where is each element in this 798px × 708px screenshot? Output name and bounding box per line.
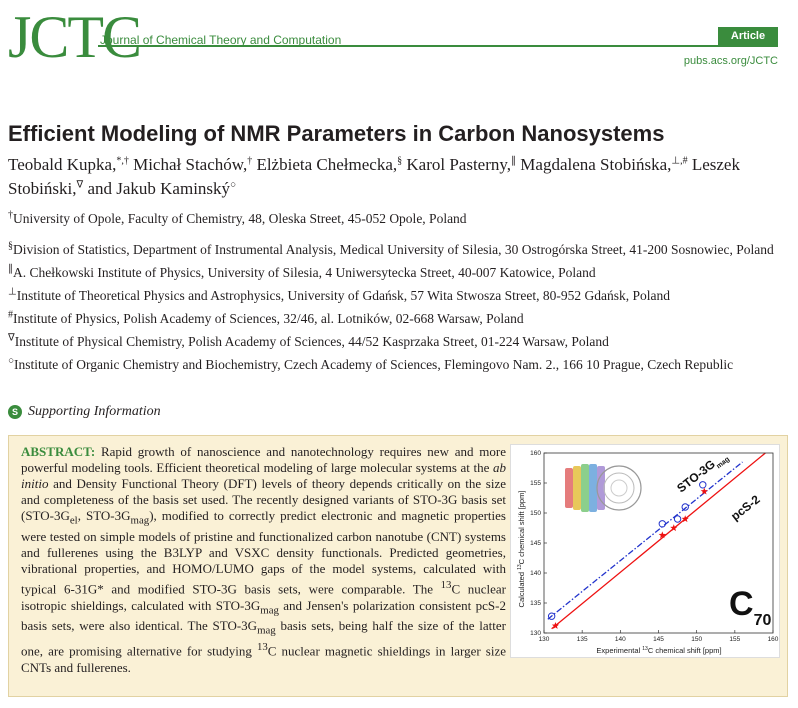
author[interactable]: Elżbieta Chełmecka,§ [256, 155, 403, 174]
author[interactable]: and Jakub Kaminský○ [87, 179, 237, 198]
chemical-shift-chart: 130 135 140 145 150 155 160 130 135 140 145 150 155 1… [517, 448, 779, 655]
article-type-badge: Article [718, 27, 778, 45]
affiliation: ⊥Institute of Theoretical Physics and As… [8, 286, 670, 303]
fit-line-series-1 [551, 452, 766, 630]
journal-name: Journal of Chemical Theory and Computati… [100, 33, 342, 47]
y-tick-label: 130 [530, 630, 541, 637]
header-rule [98, 45, 778, 47]
affiliation: §Division of Statistics, Department of I… [8, 240, 774, 257]
data-point-circle [658, 520, 667, 528]
abstract-text: ABSTRACT: Rapid growth of nanoscience an… [21, 444, 506, 675]
author[interactable]: Magdalena Stobińska,⊥,# [520, 155, 688, 174]
affiliation-list: †University of Opole, Faculty of Chemist… [8, 210, 793, 379]
y-tick-label: 160 [530, 450, 541, 457]
data-point-star [670, 524, 678, 532]
author[interactable]: Teobald Kupka,*,† [8, 155, 129, 174]
y-tick-label: 135 [530, 600, 541, 607]
x-tick-label: 155 [729, 636, 740, 643]
author[interactable]: Michał Stachów,† [133, 155, 253, 174]
affiliation: †University of Opole, Faculty of Chemist… [8, 209, 467, 226]
data-point-star [658, 531, 666, 539]
y-axis-label: Calculated 13C chemical shift [ppm] [517, 491, 526, 608]
y-tick-label: 150 [530, 510, 541, 517]
plot-area [547, 452, 766, 630]
journal-header: JCTC Journal of Chemical Theory and Comp… [0, 0, 798, 80]
x-tick-label: 160 [768, 636, 779, 643]
abstract-box: ABSTRACT: Rapid growth of nanoscience an… [8, 435, 788, 697]
supporting-info-label: Supporting Information [28, 404, 161, 419]
x-tick-label: 145 [653, 636, 664, 643]
journal-url-link[interactable]: pubs.acs.org/JCTC [683, 55, 778, 67]
supporting-information-link[interactable]: S Supporting Information [8, 404, 161, 420]
x-axis-label: Experimental 13C chemical shift [ppm] [596, 646, 721, 655]
data-point-circle [681, 503, 689, 511]
x-tick-label: 140 [615, 636, 626, 643]
data-point-circle [699, 481, 707, 489]
paper-title: Efficient Modeling of NMR Parameters in … [8, 121, 665, 146]
series-label-pcs2: pcS-2 [728, 492, 763, 523]
abstract-label: ABSTRACT: [21, 444, 96, 459]
data-point-circle [673, 515, 682, 523]
nanostructure-illustration [565, 464, 642, 512]
molecule-label: C70 [729, 585, 771, 629]
x-tick-label: 130 [539, 636, 550, 643]
data-point-circle [547, 612, 556, 620]
author[interactable]: Karol Pasterny,∥ [406, 155, 517, 174]
data-point-star [551, 622, 560, 629]
data-point-star [681, 515, 689, 523]
affiliation: ∇Institute of Physical Chemistry, Polish… [8, 332, 609, 349]
affiliation: ∥A. Chełkowski Institute of Physics, Uni… [8, 263, 596, 280]
series-label-sto3g: STO-3Gmag [674, 448, 731, 497]
y-tick-label: 155 [530, 480, 541, 487]
y-tick-label: 140 [530, 570, 541, 577]
affiliation: ○Institute of Organic Chemistry and Bioc… [8, 355, 734, 372]
fit-line-series-0 [547, 461, 743, 620]
author-list: Teobald Kupka,*,† Michał Stachów,† Elżbi… [8, 153, 788, 201]
data-point-star [700, 487, 708, 495]
toc-graphic: 130 135 140 145 150 155 160 130 135 140 145 150 155 1… [510, 444, 780, 658]
affiliation: #Institute of Physics, Polish Academy of… [8, 309, 524, 326]
author[interactable]: Leszek Stobiński,∇ [8, 155, 740, 198]
x-tick-label: 150 [691, 636, 702, 643]
y-tick-label: 145 [530, 540, 541, 547]
chart-axes: 130 135 140 145 150 155 160 130 135 140 145 150 155 1… [530, 450, 779, 643]
supporting-info-icon: S [8, 405, 22, 419]
journal-logo[interactable]: JCTC [8, 4, 142, 70]
x-tick-label: 135 [577, 636, 588, 643]
